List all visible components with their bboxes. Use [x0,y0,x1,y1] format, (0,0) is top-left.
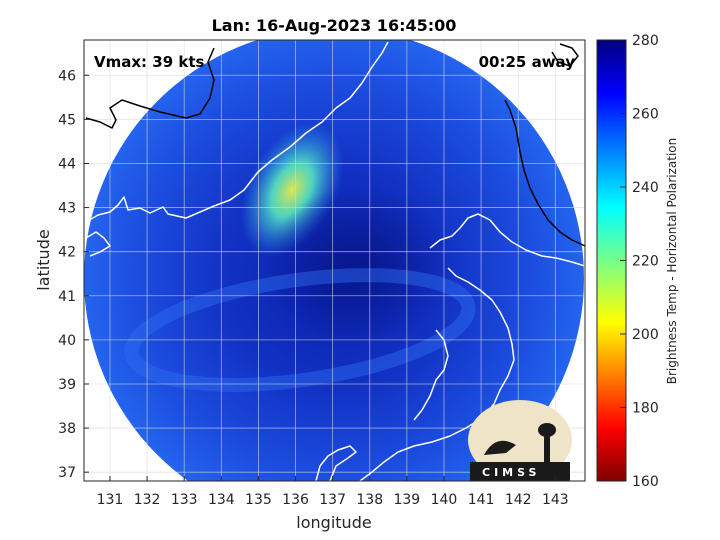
cimss-logo: CIMSS [468,400,572,481]
outer-rainband [124,268,476,392]
y-tick-label: 39 [58,377,76,393]
coastline-islands [551,43,579,67]
coastline-honshu [359,267,515,481]
y-tick-label: 46 [58,68,76,84]
x-axis-ticks: 131 132 133 134 135 136 137 138 139 140 141 142 143 [97,476,569,508]
x-tick-label: 131 [97,492,124,508]
colorbar-tick-label: 180 [632,401,659,417]
colorbar-tick-label: 240 [632,180,659,196]
y-tick-label: 45 [58,112,76,128]
x-tick-label: 133 [171,492,198,508]
y-tick-label: 40 [58,333,76,349]
x-tick-label: 132 [134,492,161,508]
y-tick-label: 37 [58,465,76,481]
x-tick-label: 143 [542,492,569,508]
y-tick-label: 44 [58,156,76,172]
colorbar-tick-label: 260 [632,107,659,123]
coastline-asia [85,41,389,223]
coastline-sakhalin [504,99,585,247]
colorbar: 160 180 200 220 240 260 280 Brightness Temp - … [596,33,679,490]
coastlines [85,41,585,481]
storm-center [265,185,455,345]
x-tick-label: 135 [245,492,272,508]
colorbar-label: Brightness Temp - Horizontal Polarizatio… [665,138,679,385]
y-axis-ticks: 37 38 39 40 41 42 43 44 45 46 [58,68,89,481]
y-tick-label: 42 [58,245,76,261]
x-tick-label: 136 [282,492,309,508]
colorbar-tick-label: 200 [632,327,659,343]
coastline-hokkaido [429,213,585,267]
y-axis-label: latitude [34,229,53,290]
map-grid [84,40,585,481]
tower-icon [544,430,550,462]
y-tick-label: 38 [58,421,76,437]
y-tick-label: 43 [58,201,76,217]
tower-top-icon [538,423,556,437]
time-away-label: 00:25 away [479,53,576,71]
coastline-korea [85,231,111,257]
dish-icon-center [497,447,503,453]
logo-band [470,462,570,481]
logo-text: CIMSS [482,466,540,479]
coastline-peninsula [413,329,449,421]
x-tick-label: 139 [393,492,420,508]
colorbar-tick-label: 220 [632,254,659,270]
x-tick-label: 142 [505,492,532,508]
colorbar-tick-label: 280 [632,33,659,49]
x-tick-label: 141 [468,492,495,508]
plot-title: Lan: 16-Aug-2023 16:45:00 [212,16,457,35]
x-axis-label: longitude [296,513,371,532]
coastline-honshu-west [315,445,357,481]
x-tick-label: 134 [208,492,235,508]
colorbar-ticks: 160 180 200 220 240 260 280 [620,33,659,490]
plot-frame [83,39,586,482]
x-tick-label: 137 [319,492,346,508]
colorbar-tick-label: 160 [632,474,659,490]
coastline-asia-north [85,47,215,129]
x-tick-label: 140 [431,492,458,508]
map-axes: CIMSS Vmax: 39 kts 00:25 away 131 132 133 1… [34,39,586,532]
y-tick-label: 41 [58,289,76,305]
vmax-label: Vmax: 39 kts [94,53,204,71]
x-tick-label: 138 [356,492,383,508]
